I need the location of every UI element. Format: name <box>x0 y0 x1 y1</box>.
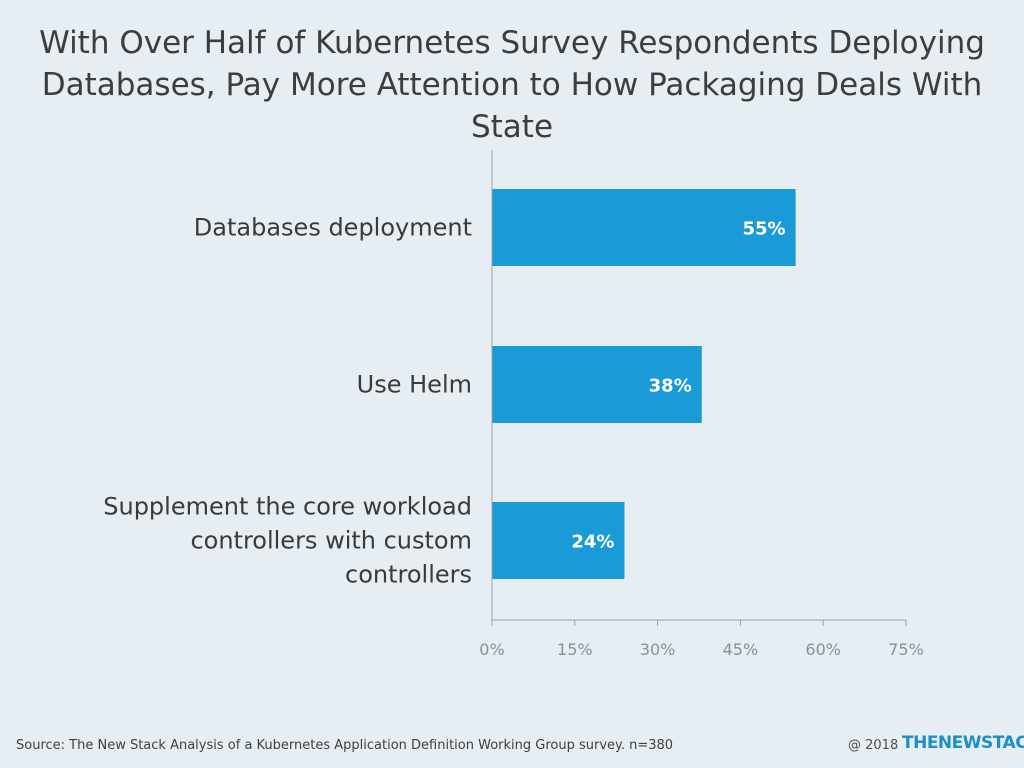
bar-value-label: 55% <box>743 219 786 240</box>
category-label-line: controllers <box>345 561 472 589</box>
x-tick-label: 75% <box>888 640 924 659</box>
bar-value-label: 24% <box>571 532 614 553</box>
bar <box>492 189 796 266</box>
category-label-line: controllers with custom <box>190 527 472 555</box>
bar <box>492 502 625 579</box>
axis-group: 0% 15% 30% 45% 60% 75% <box>479 150 924 659</box>
x-tick-label: 60% <box>805 640 841 659</box>
category-label: Use Helm <box>357 371 472 399</box>
bars-group: 55% 38% 24% <box>492 189 796 579</box>
chart-title: With Over Half of Kubernetes Survey Resp… <box>39 25 985 145</box>
copyright-text: @ 2018 <box>848 738 899 753</box>
category-label-line: Supplement the core workload <box>103 493 472 521</box>
bar-value-label: 38% <box>649 376 692 397</box>
category-label: Supplement the core workload controllers … <box>103 493 472 589</box>
brand-logo: THENEWSTACK <box>902 733 1024 753</box>
category-label-line: Databases deployment <box>194 214 472 242</box>
category-labels-group: Databases deployment Use Helm Supplement t… <box>103 214 472 589</box>
source-note: Source: The New Stack Analysis of a Kube… <box>16 738 674 753</box>
category-label: Databases deployment <box>194 214 472 242</box>
bar <box>492 346 702 423</box>
category-label-line: Use Helm <box>357 371 472 399</box>
bar-chart: 55% 38% 24% Databases deployment Use Helm Su… <box>103 150 924 659</box>
x-tick-label: 30% <box>640 640 676 659</box>
x-tick-label: 0% <box>479 640 504 659</box>
x-tick-label: 15% <box>557 640 593 659</box>
x-tick-label: 45% <box>723 640 759 659</box>
